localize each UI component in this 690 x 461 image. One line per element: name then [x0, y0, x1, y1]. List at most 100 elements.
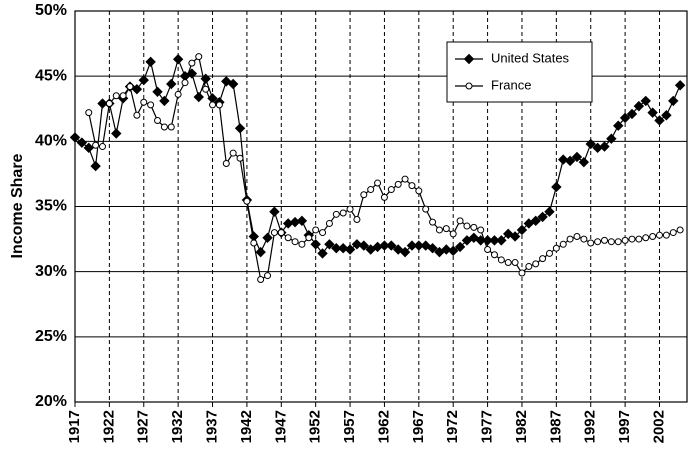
diamond-marker — [90, 160, 101, 172]
circle-marker — [312, 226, 320, 234]
legend-label: France — [491, 77, 531, 92]
circle-marker — [229, 149, 237, 157]
diamond-marker — [619, 112, 631, 124]
circle-marker — [429, 218, 437, 226]
circle-marker — [435, 226, 443, 234]
x-tick-label: 1917 — [66, 410, 83, 443]
x-tick-label: 1992 — [582, 410, 599, 443]
circle-marker — [422, 205, 430, 213]
x-tick-label: 1987 — [547, 410, 564, 443]
circle-marker — [133, 111, 141, 119]
diamond-marker — [599, 141, 610, 152]
circle-marker — [92, 141, 100, 149]
diamond-marker — [83, 142, 94, 154]
circle-marker — [449, 230, 457, 238]
diamond-marker — [69, 132, 81, 143]
circle-marker — [353, 216, 361, 224]
circle-marker — [215, 101, 223, 109]
circle-marker — [628, 235, 636, 243]
circle-marker — [112, 92, 120, 100]
circle-marker — [662, 231, 670, 239]
diamond-marker — [76, 137, 88, 148]
diamond-marker — [544, 206, 555, 217]
circle-marker — [477, 226, 485, 234]
circle-marker — [174, 90, 182, 98]
circle-marker — [167, 123, 175, 131]
plot-frame — [74, 10, 688, 403]
diamond-marker — [427, 242, 438, 254]
circle-marker — [580, 235, 588, 243]
x-tick-label: 1967 — [410, 410, 427, 443]
circle-marker — [442, 225, 450, 233]
diamond-marker — [358, 240, 370, 251]
diamond-marker — [337, 242, 349, 254]
circle-marker — [332, 210, 340, 218]
diamond-marker — [166, 78, 177, 90]
circle-marker — [160, 123, 168, 131]
circle-marker — [270, 229, 278, 237]
x-tick-label: 1997 — [616, 410, 633, 443]
diamond-marker — [516, 224, 528, 236]
x-tick-label: 1942 — [238, 410, 255, 443]
y-tick-label: 50% — [35, 2, 67, 19]
diamond-marker — [379, 240, 390, 251]
circle-marker — [511, 259, 519, 267]
circle-marker — [339, 209, 347, 217]
circle-marker — [209, 101, 217, 109]
circle-marker — [484, 246, 492, 254]
circle-marker — [140, 98, 148, 106]
y-tick-label: 30% — [35, 263, 67, 280]
circle-marker — [607, 238, 615, 246]
diamond-marker — [441, 244, 452, 255]
circle-marker — [465, 82, 473, 90]
diamond-marker — [633, 100, 645, 112]
circle-marker — [236, 154, 244, 162]
x-tick-label: 1932 — [169, 410, 186, 443]
circle-marker — [587, 239, 595, 247]
circle-marker — [154, 116, 162, 124]
circle-marker — [126, 83, 134, 91]
x-tick-label: 1952 — [307, 410, 324, 443]
circle-marker — [360, 191, 368, 199]
legend-box — [446, 41, 593, 103]
x-tick-label: 1947 — [272, 410, 289, 443]
circle-marker — [669, 229, 677, 237]
diamond-marker — [138, 74, 149, 86]
circle-marker — [277, 229, 285, 237]
diamond-marker — [97, 98, 108, 109]
x-tick-label: 2002 — [650, 410, 667, 443]
circle-marker — [415, 187, 423, 195]
diamond-marker — [613, 120, 624, 131]
circle-marker — [642, 234, 650, 242]
circle-marker — [346, 205, 354, 213]
diamond-marker — [674, 80, 686, 91]
diamond-marker — [172, 54, 184, 65]
diamond-marker — [269, 206, 280, 217]
diamond-marker — [585, 138, 596, 150]
diamond-marker — [647, 107, 658, 118]
diamond-marker — [503, 228, 514, 240]
circle-marker — [250, 239, 258, 247]
circle-marker — [105, 100, 113, 108]
diamond-marker — [344, 244, 356, 255]
circle-marker — [284, 234, 292, 242]
circle-marker — [518, 269, 526, 277]
diamond-marker — [668, 95, 679, 107]
circle-marker — [408, 182, 416, 190]
diamond-marker — [654, 115, 665, 126]
circle-marker — [181, 79, 189, 87]
diamond-marker — [234, 123, 246, 134]
diamond-marker — [255, 246, 266, 258]
circle-marker — [621, 236, 629, 244]
diamond-marker — [578, 156, 590, 168]
circle-marker — [305, 234, 313, 242]
circle-marker — [614, 238, 622, 246]
diamond-marker — [661, 110, 672, 121]
x-tick-label: 1962 — [375, 410, 392, 443]
diamond-marker — [386, 240, 397, 251]
diamond-marker — [447, 245, 459, 257]
diamond-marker — [489, 235, 500, 246]
y-axis-title: Income Share — [9, 153, 26, 258]
x-tick-label: 1957 — [341, 410, 358, 443]
